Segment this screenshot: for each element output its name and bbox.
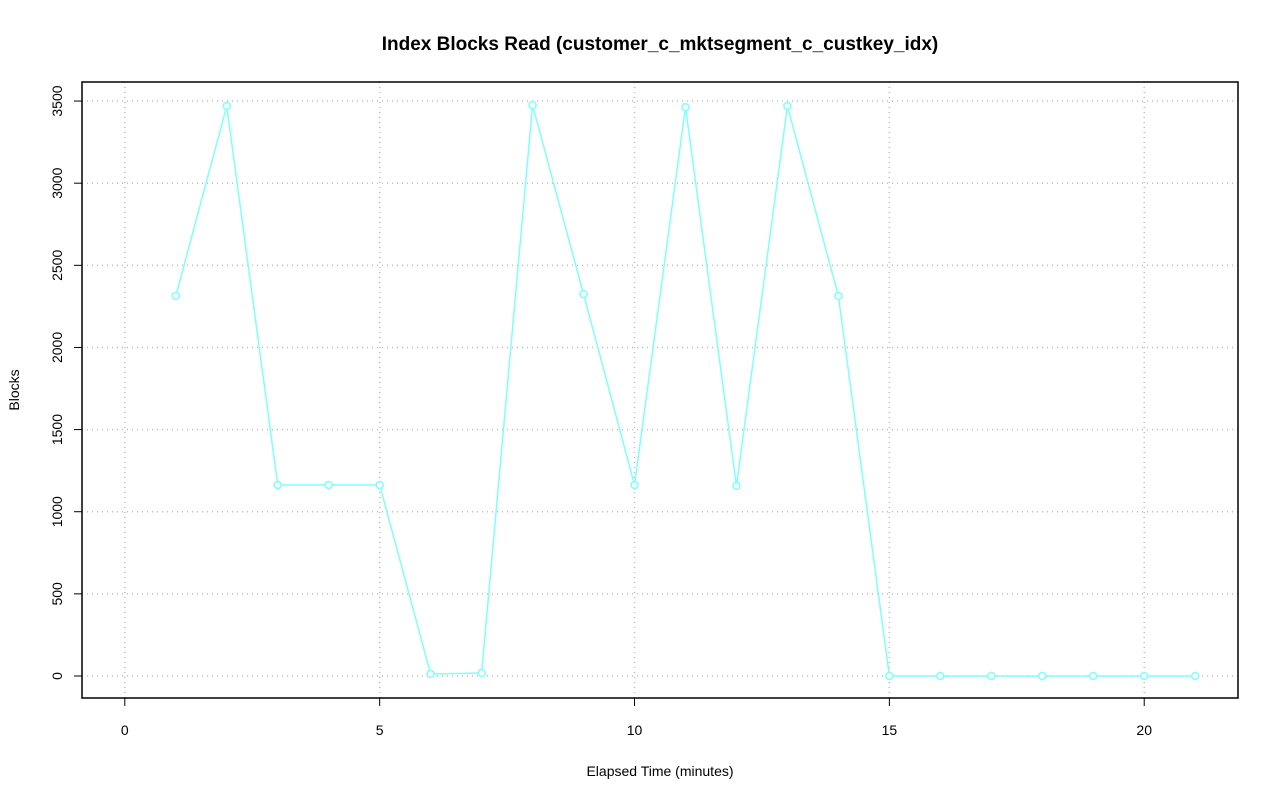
y-tick-label: 1500: [49, 414, 65, 445]
data-point: [324, 480, 333, 490]
data-line: [175, 104, 1196, 677]
data-point: [1139, 671, 1149, 681]
data-point: [630, 480, 639, 490]
x-tick-label: 0: [121, 722, 129, 738]
data-point: [987, 671, 996, 681]
data-point: [426, 669, 435, 679]
data-point: [681, 102, 690, 112]
data-point: [732, 481, 741, 491]
plot-frame: [81, 81, 1239, 699]
y-tick-label: 500: [49, 582, 65, 606]
data-point: [936, 671, 945, 681]
data-point: [273, 480, 282, 490]
data-point: [1038, 671, 1047, 681]
data-point: [1088, 671, 1098, 681]
y-tick-label: 2000: [49, 332, 65, 363]
data-point: [222, 101, 232, 111]
chart-title: Index Blocks Read (customer_c_mktsegment…: [382, 34, 939, 55]
y-axis-label: Blocks: [6, 369, 22, 410]
x-axis-label: Elapsed Time (minutes): [586, 763, 733, 779]
x-tick-label: 15: [882, 722, 898, 738]
y-tick-label: 3000: [49, 167, 65, 198]
data-point: [1190, 671, 1200, 681]
data-point: [171, 291, 181, 301]
data-point: [477, 668, 486, 678]
data-point: [375, 480, 384, 490]
data-point: [885, 671, 894, 681]
data-point: [834, 291, 843, 301]
x-tick-label: 10: [627, 722, 643, 738]
x-tick-label: 5: [376, 722, 384, 738]
y-tick-label: 2500: [49, 250, 65, 281]
data-point: [783, 101, 792, 111]
x-tick-label: 20: [1136, 722, 1152, 738]
y-tick-label: 1000: [49, 496, 65, 527]
y-tick-label: 0: [49, 672, 65, 680]
data-point: [528, 100, 537, 110]
data-point: [579, 289, 588, 299]
y-tick-label: 3500: [49, 85, 65, 116]
